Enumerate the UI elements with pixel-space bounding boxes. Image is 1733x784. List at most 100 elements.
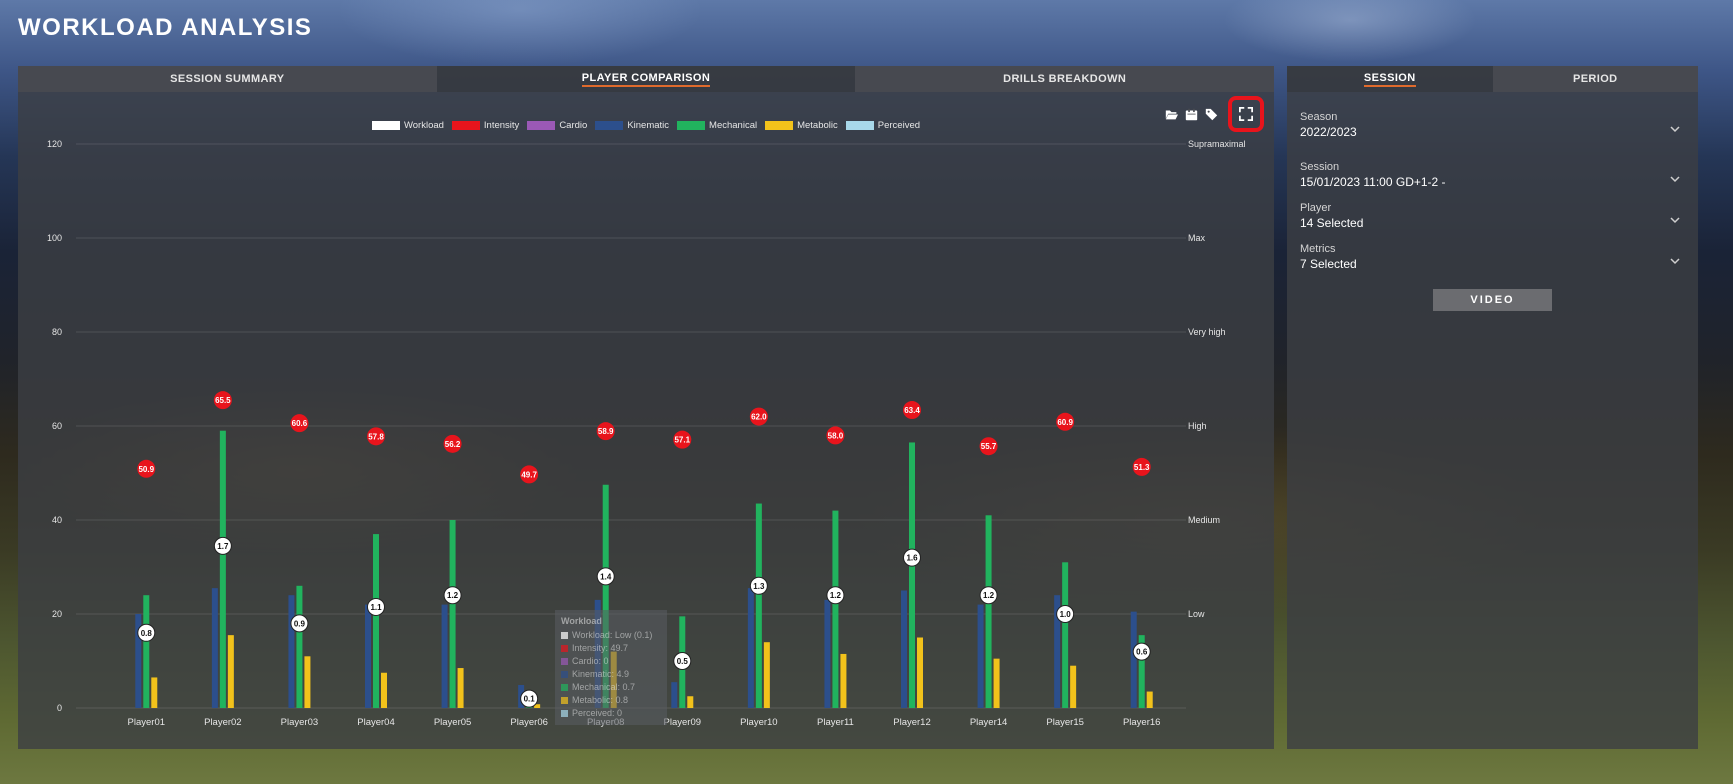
workload-bar-chart: 0 20 40 60 80 100 120 Supramaximal Max Very high H… (47, 139, 1246, 728)
legend-item-intensity[interactable]: Intensity (451, 120, 520, 131)
tab-period[interactable]: PERIOD (1492, 66, 1698, 92)
tooltip-title: Workload (561, 616, 602, 626)
season-value: 2022/2023 (1300, 125, 1357, 139)
tooltip-row: Perceived: 0 (561, 707, 661, 720)
intensity-point (826, 426, 845, 445)
mechanical-bar (909, 442, 915, 708)
chart-panel: SESSION SUMMARY PLAYER COMPARISON DRILLS… (18, 66, 1275, 749)
workload-point (520, 689, 539, 708)
legend-swatch (765, 121, 794, 130)
intensity-label: 57.1 (674, 436, 690, 445)
workload-label: 0.5 (677, 657, 689, 666)
video-button[interactable]: VIDEO (1433, 289, 1552, 311)
kinematic-bar (824, 599, 831, 708)
legend-label: Perceived (877, 120, 921, 131)
kinematic-bar (441, 604, 448, 708)
fullscreen-button[interactable] (1228, 96, 1264, 132)
tooltip-swatch (561, 671, 568, 678)
workload-label: 0.6 (1136, 648, 1148, 657)
tab-session-summary[interactable]: SESSION SUMMARY (18, 66, 437, 92)
tab-label: PERIOD (1572, 73, 1618, 85)
legend-item-cardio[interactable]: Cardio (527, 120, 587, 131)
workload-point (596, 567, 615, 586)
metrics-select[interactable]: Metrics 7 Selected (1300, 243, 1680, 271)
metabolic-bar (304, 656, 311, 708)
mechanical-bar (296, 585, 303, 708)
metabolic-bar (840, 653, 847, 708)
x-tick-label: Player05 (434, 717, 472, 728)
tags-icon[interactable] (1204, 107, 1218, 121)
tooltip-swatch (561, 632, 568, 639)
x-tick-label: Player06 (510, 717, 548, 728)
player-label: Player (1300, 202, 1332, 214)
legend-item-kinematic[interactable]: Kinematic (595, 120, 669, 131)
tooltip-text: Workload: Low (0.1) (572, 630, 653, 640)
zone-label: Max (1188, 233, 1206, 243)
mechanical-bar (832, 510, 839, 708)
page-title: WORKLOAD ANALYSIS (18, 14, 313, 41)
workload-point (367, 597, 385, 616)
legend-item-metabolic[interactable]: Metabolic (765, 120, 838, 131)
y-tick-label: 40 (52, 515, 62, 525)
metrics-value: 7 Selected (1300, 257, 1357, 271)
workload-label: 0.9 (294, 619, 306, 628)
intensity-label: 56.2 (445, 440, 461, 449)
mechanical-bar (985, 515, 992, 708)
legend-label: Intensity (483, 120, 520, 131)
metabolic-bar (151, 677, 158, 708)
legend-swatch (451, 121, 480, 130)
workload-point (979, 586, 998, 605)
zone-label: Very high (1188, 327, 1226, 337)
player-select[interactable]: Player 14 Selected (1300, 202, 1680, 230)
x-tick-label: Player04 (357, 717, 395, 728)
session-select[interactable]: Session 15/01/2023 11:00 GD+1-2 - (1300, 161, 1680, 189)
intensity-label: 49.7 (521, 470, 537, 479)
tooltip-text: Perceived: 0 (572, 708, 623, 718)
calendar-icon[interactable] (1184, 107, 1198, 121)
intensity-point (520, 465, 539, 484)
kinematic-bar (901, 590, 907, 708)
tab-player-comparison[interactable]: PLAYER COMPARISON (436, 66, 856, 92)
metabolic-bar (227, 635, 234, 708)
tooltip-swatch (561, 658, 568, 665)
kinematic-bar (671, 682, 678, 708)
chevron-down-icon (1670, 212, 1680, 224)
legend-swatch (371, 121, 400, 130)
kinematic-bar (211, 588, 218, 708)
metabolic-bar (381, 672, 387, 708)
workload-label: 1.2 (983, 591, 995, 600)
workload-point (290, 614, 309, 633)
mechanical-bar (219, 430, 226, 708)
intensity-label: 60.9 (1057, 418, 1073, 427)
zone-label: Medium (1188, 515, 1220, 525)
intensity-label: 60.6 (292, 419, 308, 428)
metabolic-bar (993, 658, 1000, 708)
chart-toolbar (1164, 96, 1264, 132)
zone-label: Low (1188, 609, 1205, 619)
workload-point (1056, 605, 1075, 623)
intensity-point (979, 437, 998, 456)
season-label: Season (1300, 111, 1338, 123)
tab-label: SESSION (1363, 72, 1416, 87)
folder-open-icon[interactable] (1164, 107, 1178, 121)
metabolic-bar (1146, 691, 1153, 708)
y-tick-label: 80 (52, 327, 62, 337)
legend-item-perceived[interactable]: Perceived (845, 120, 921, 131)
kinematic-bar (1130, 611, 1137, 708)
season-select[interactable]: Season 2022/2023 (1300, 111, 1680, 139)
metabolic-bar (687, 696, 694, 708)
workload-label: 1.0 (1060, 610, 1072, 619)
tab-session[interactable]: SESSION (1287, 66, 1493, 92)
workload-label: 1.2 (830, 591, 842, 600)
tooltip-swatch (561, 710, 568, 717)
workload-point (749, 576, 768, 595)
y-tick-label: 100 (47, 233, 62, 243)
x-tick-label: Player02 (204, 717, 242, 728)
intensity-point (749, 407, 768, 426)
tab-drills-breakdown[interactable]: DRILLS BREAKDOWN (855, 66, 1275, 92)
workload-point (1132, 642, 1151, 661)
legend-item-workload[interactable]: Workload (371, 120, 444, 131)
intensity-label: 58.9 (598, 427, 614, 436)
workload-label: 0.1 (524, 695, 536, 704)
legend-item-mechanical[interactable]: Mechanical (677, 120, 757, 131)
